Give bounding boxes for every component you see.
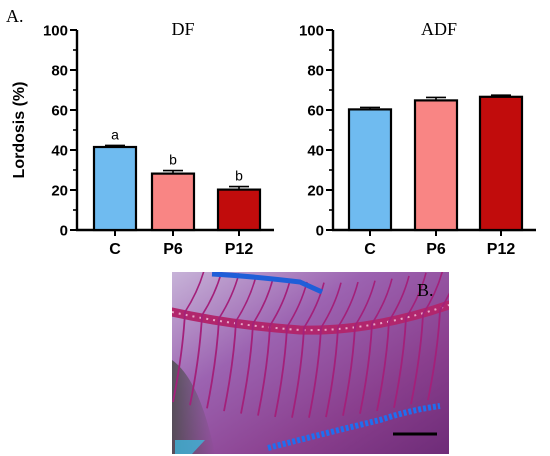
x-tick-label: P12 [225,241,254,258]
y-tick-label: 80 [307,63,324,80]
rib-ventral [325,326,339,418]
y-tick-label: 40 [51,143,68,160]
x-tick-label: P6 [163,241,183,258]
significance-label: b [235,168,243,184]
rib-dorsal [337,281,359,328]
bar-c [347,108,393,232]
chart-title: ADF [421,19,457,39]
rib-dorsal [184,272,205,313]
y-tick-label: 60 [307,103,324,120]
y-tick-label: 0 [60,223,68,240]
photo-background [172,272,449,454]
rib-ventral [274,326,288,418]
rib-ventral [342,325,356,416]
bars [347,94,524,232]
rib-ventral [359,323,373,414]
bar-c [92,145,138,232]
bars: a b b [92,126,262,232]
y-tick-label: 100 [43,23,68,40]
micrograph-photo: B. [172,272,449,454]
rib-ventral [189,315,203,406]
rib-ventral [393,317,407,408]
significance-label: a [111,126,119,142]
y-tick-label: 40 [307,143,324,160]
rib-ventral [223,321,237,412]
bar-p6 [150,172,196,232]
rib-ventral [172,311,186,403]
ribs [172,272,449,418]
bar-p12 [478,95,524,232]
chart-df: DF Lordosis (%) 0 20 40 60 80 100 C P6 P12 a b b [11,19,274,258]
rib-dorsal [388,275,410,322]
rib-dorsal [354,280,376,327]
pelvic-fin [175,440,205,454]
rib-dorsal [439,292,449,311]
rib-ventral [206,318,220,409]
bar-p6 [413,99,459,232]
y-tick-label: 20 [51,183,68,200]
y-axis-label: Lordosis (%) [11,82,28,179]
x-tick-label: P12 [487,241,516,258]
y-tick-label: 20 [307,183,324,200]
rib-ventral [410,314,424,405]
spine [172,300,449,335]
rib-ventral [427,310,441,401]
rib-ventral [376,320,390,412]
chart-title: DF [171,19,194,39]
rib-dorsal [405,272,427,319]
rib-dorsal [269,280,291,326]
rib-dorsal [422,272,444,315]
x-tick-label: P6 [426,241,446,258]
y-tick-label: 80 [51,63,68,80]
panel-a-label: A. [6,6,24,26]
rib-ventral [291,327,305,418]
rib-dorsal [303,282,325,329]
photo-shadow [172,360,215,454]
x-tick-label: C [109,241,121,258]
rib-dorsal [320,282,342,329]
y-tick-label: 60 [51,103,68,120]
rib-ventral [257,325,271,416]
anal-fin-base [267,403,441,451]
x-tick-label: C [364,241,376,258]
significance-label: b [169,152,177,168]
chart-adf: ADF 0 20 40 60 80 100 C P6 P12 [299,19,536,258]
y-tick-label: 100 [299,23,324,40]
rib-dorsal [371,278,393,325]
rib-dorsal [252,278,274,324]
rib-ventral [308,327,322,418]
dorsal-fin-base [211,272,324,295]
bar-p12 [216,188,262,232]
y-tick-label: 0 [316,223,324,240]
rib-ventral [240,323,254,414]
rib-dorsal [235,275,257,322]
panel-b-label: B. [417,280,434,300]
